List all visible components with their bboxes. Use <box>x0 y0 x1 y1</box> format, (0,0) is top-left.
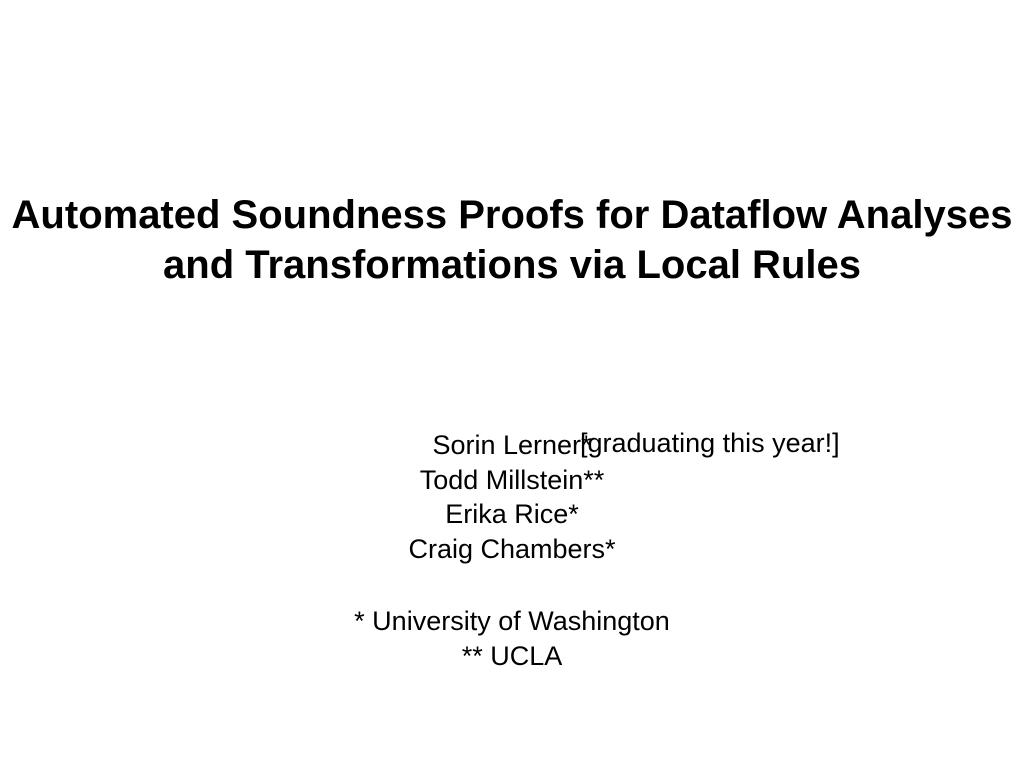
affiliations-block: * University of Washington ** UCLA <box>0 604 1024 673</box>
author-annotation: [graduating this year!] <box>580 428 840 459</box>
author-name: Erika Rice* <box>0 497 1024 532</box>
author-name: Todd Millstein** <box>0 463 1024 498</box>
author-name: Craig Chambers* <box>0 532 1024 567</box>
affiliation: ** UCLA <box>0 639 1024 674</box>
slide-title: Automated Soundness Proofs for Dataflow … <box>0 190 1024 290</box>
authors-block: Sorin Lerner* Todd Millstein** Erika Ric… <box>0 428 1024 566</box>
slide: Automated Soundness Proofs for Dataflow … <box>0 0 1024 768</box>
affiliation: * University of Washington <box>0 604 1024 639</box>
author-name: Sorin Lerner* <box>0 428 1024 463</box>
